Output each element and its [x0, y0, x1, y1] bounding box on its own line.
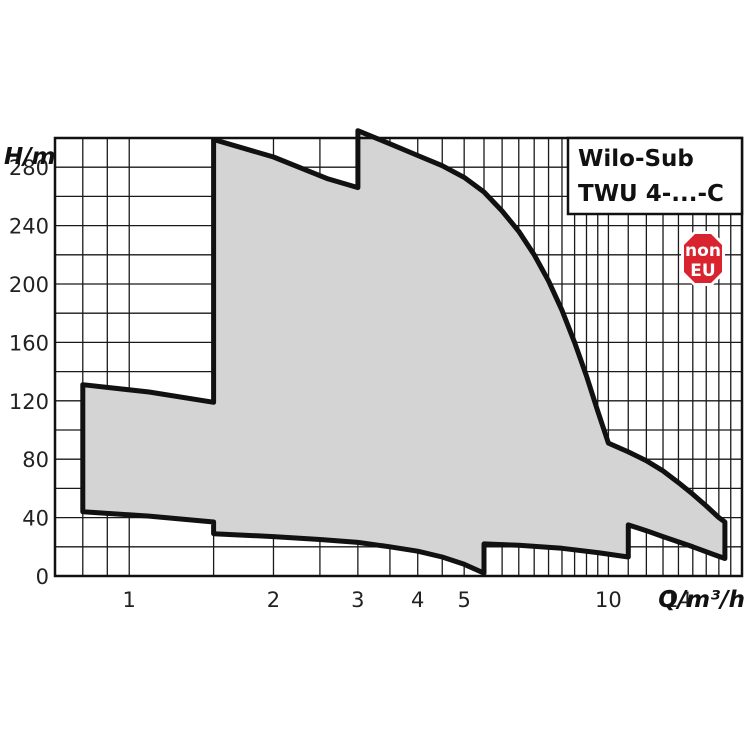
plot-frame: [53, 136, 744, 578]
x-tick-label: 10: [595, 588, 622, 612]
y-tick-label: 160: [9, 331, 49, 355]
non-eu-badge: non EU: [681, 231, 725, 286]
legend-line-2: TWU 4-...-C: [578, 181, 724, 207]
x-tick-label: 3: [351, 588, 364, 612]
badge-octagon: [684, 234, 722, 283]
x-axis-title: Q/m³/h: [658, 587, 745, 613]
badge-line-1: non: [685, 241, 721, 261]
x-tick-label: 14: [665, 588, 692, 612]
performance-envelope-area: [80, 128, 728, 576]
y-tick-label: 0: [36, 565, 49, 589]
y-tick-label: 40: [22, 507, 49, 531]
legend-box: Wilo-Sub TWU 4-...-C: [566, 136, 744, 216]
x-tick-labels: 1 2 3 4 5 10 14: [123, 588, 692, 612]
y-tick-labels: 0 40 80 120 160 200 240 280: [9, 156, 49, 589]
y-tick-label: 80: [22, 448, 49, 472]
y-tick-label: 240: [9, 215, 49, 239]
legend-frame: [566, 136, 744, 216]
x-tick-label: 4: [411, 588, 424, 612]
y-tick-label: 200: [9, 273, 49, 297]
x-tick-label: 1: [123, 588, 136, 612]
x-tick-label: 5: [457, 588, 470, 612]
legend-line-1: Wilo-Sub: [578, 146, 694, 172]
y-axis-title: H/m: [4, 144, 56, 170]
badge-line-2: EU: [690, 261, 715, 281]
y-tick-label: 120: [9, 390, 49, 414]
x-tick-label: 2: [267, 588, 280, 612]
y-tick-label: 280: [9, 156, 49, 180]
